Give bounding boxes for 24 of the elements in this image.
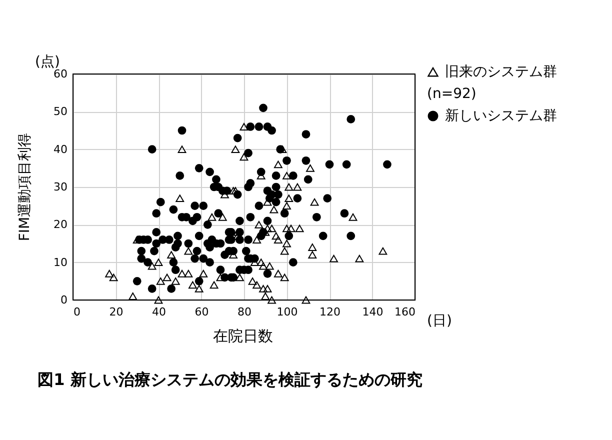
- y-tick-label: 50: [54, 105, 68, 118]
- x-tick-label: 60: [194, 306, 209, 318]
- x-tick-label: 0: [74, 306, 80, 318]
- legend-label: 旧来のシステム群: [445, 64, 557, 80]
- y-tick-label: 0: [60, 294, 68, 306]
- y-tick-label: 30: [54, 180, 68, 194]
- legend-label: 新しいシステム群: [445, 108, 557, 124]
- x-tick-label: 80: [238, 306, 252, 318]
- text: (n=92): [427, 86, 476, 102]
- x-tick-label: 120: [320, 306, 340, 318]
- text: (日): [427, 313, 452, 329]
- text: 図1 新しい治療システムの効果を検証するための研究: [38, 370, 422, 389]
- x-tick-label: 100: [276, 306, 298, 318]
- x-tick-label: 20: [109, 306, 124, 318]
- x-tick-label: 160: [394, 306, 416, 318]
- x-tick-label: 40: [152, 306, 166, 318]
- text: (点): [35, 54, 60, 70]
- y-tick-label: 20: [54, 218, 68, 232]
- y-tick-label: 60: [54, 68, 68, 80]
- y-tick-label: 40: [54, 142, 68, 156]
- y-axis-title: FIM運動項目利得: [17, 132, 33, 242]
- y-tick-label: 10: [54, 256, 68, 269]
- x-tick-label: 140: [362, 306, 384, 318]
- x-axis-title: 在院日数: [213, 327, 273, 345]
